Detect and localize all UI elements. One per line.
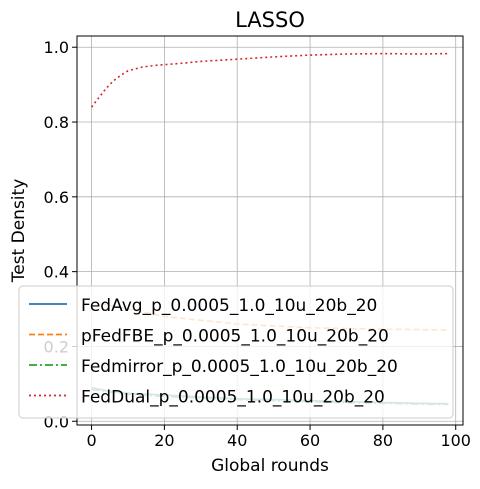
y-axis-label: Test Density bbox=[9, 179, 29, 284]
plot-frame bbox=[76, 35, 464, 426]
legend-label: Fedmirror_p_0.0005_1.0_10u_20b_20 bbox=[81, 357, 398, 377]
x-tick-label: 0 bbox=[86, 431, 96, 450]
y-tick-label: 0.4 bbox=[44, 263, 69, 282]
x-tick-label: 100 bbox=[440, 431, 471, 450]
y-tick-label: 1.0 bbox=[44, 38, 69, 57]
legend-label: FedDual_p_0.0005_1.0_10u_20b_20 bbox=[81, 388, 385, 408]
y-tick-label: 0.8 bbox=[44, 113, 69, 132]
x-tick-label: 80 bbox=[373, 431, 393, 450]
legend-label: pFedFBE_p_0.0005_1.0_10u_20b_20 bbox=[81, 327, 389, 347]
chart-title: LASSO bbox=[235, 8, 305, 32]
x-axis-label: Global rounds bbox=[211, 456, 329, 476]
legend-label: FedAvg_p_0.0005_1.0_10u_20b_20 bbox=[81, 296, 377, 316]
y-tick-label: 0.6 bbox=[44, 188, 69, 207]
legend-box bbox=[18, 285, 454, 419]
x-tick-label: 20 bbox=[154, 431, 174, 450]
x-tick-label: 60 bbox=[300, 431, 320, 450]
legend: FedAvg_p_0.0005_1.0_10u_20b_20 pFedFBE_p_… bbox=[18, 285, 454, 419]
x-tick-label: 40 bbox=[227, 431, 247, 450]
